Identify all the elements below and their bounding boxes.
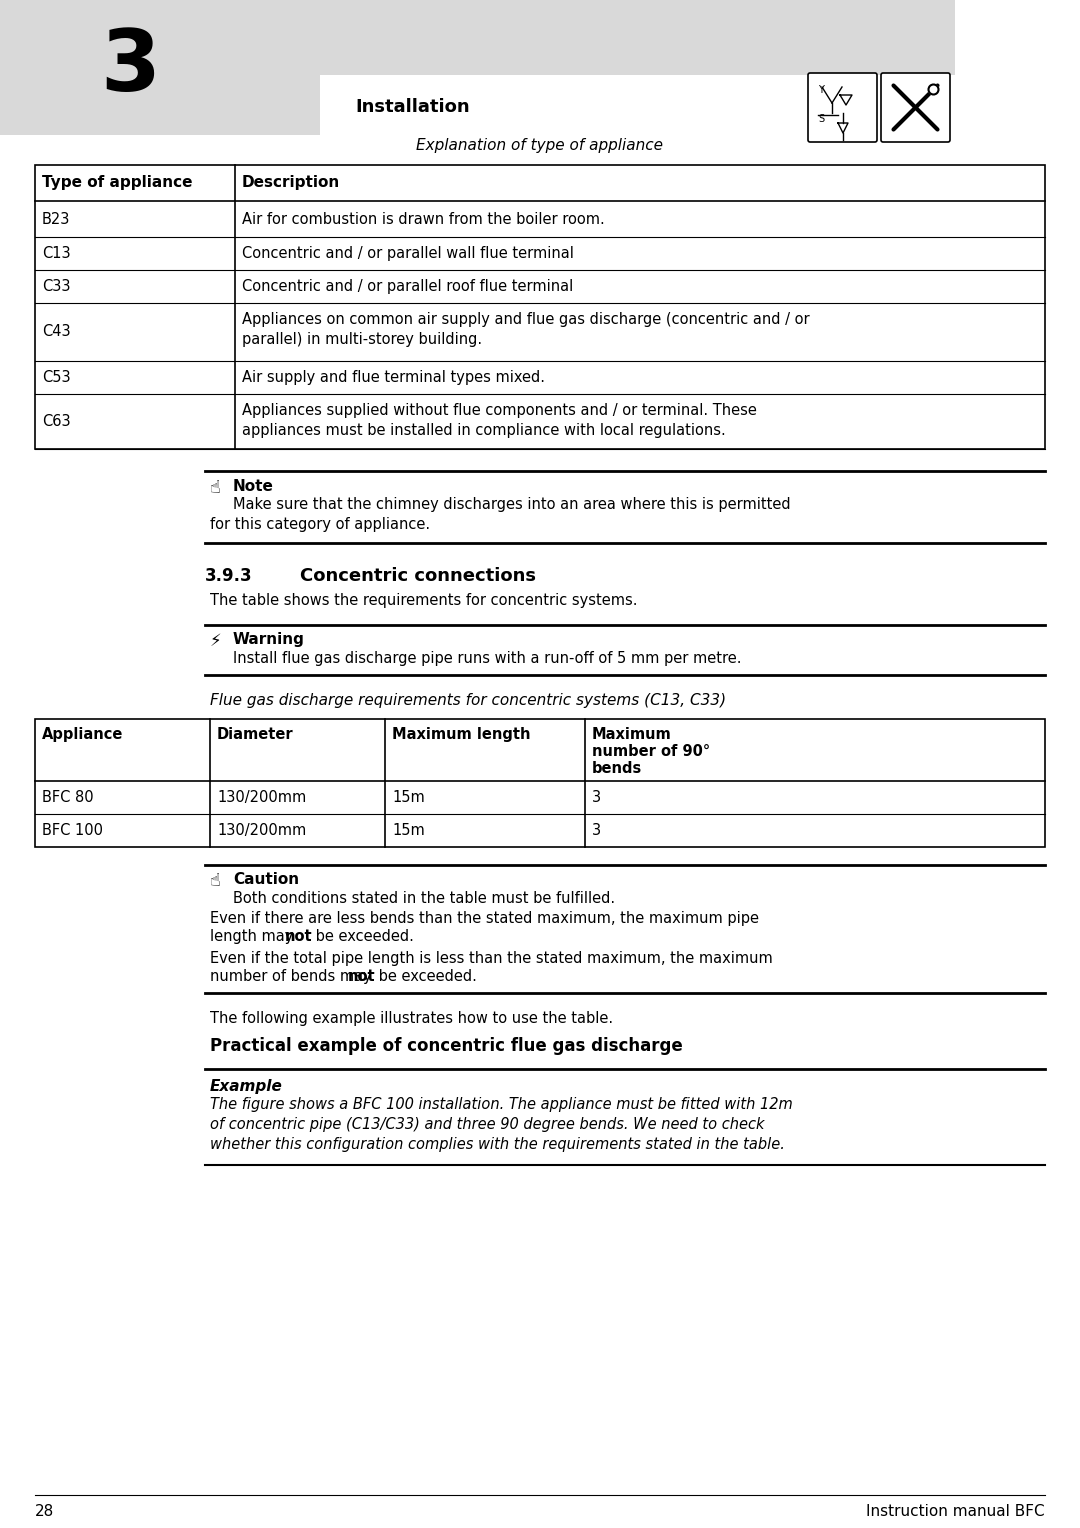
Text: BFC 100: BFC 100 xyxy=(42,824,103,837)
Text: 15m: 15m xyxy=(392,824,424,837)
Text: Note: Note xyxy=(233,478,274,494)
FancyBboxPatch shape xyxy=(320,0,955,75)
Text: Air for combustion is drawn from the boiler room.: Air for combustion is drawn from the boi… xyxy=(242,211,605,226)
Text: ☝: ☝ xyxy=(210,478,221,497)
Text: be exceeded.: be exceeded. xyxy=(374,969,477,984)
Circle shape xyxy=(929,84,939,95)
Text: Description: Description xyxy=(242,176,340,191)
FancyBboxPatch shape xyxy=(0,0,320,134)
Text: C43: C43 xyxy=(42,324,70,339)
Text: Practical example of concentric flue gas discharge: Practical example of concentric flue gas… xyxy=(210,1038,683,1054)
Text: The following example illustrates how to use the table.: The following example illustrates how to… xyxy=(210,1012,613,1025)
Text: Air supply and flue terminal types mixed.: Air supply and flue terminal types mixed… xyxy=(242,370,545,385)
Text: Concentric and / or parallel wall flue terminal: Concentric and / or parallel wall flue t… xyxy=(242,246,573,261)
Text: ☝: ☝ xyxy=(210,872,221,889)
Text: S: S xyxy=(818,115,824,124)
Text: Warning: Warning xyxy=(233,633,305,646)
Text: BFC 80: BFC 80 xyxy=(42,790,94,805)
Text: The figure shows a BFC 100 installation. The appliance must be fitted with 12m: The figure shows a BFC 100 installation.… xyxy=(210,1097,793,1112)
Text: be exceeded.: be exceeded. xyxy=(311,929,414,944)
Text: Caution: Caution xyxy=(233,872,299,886)
Text: Maximum: Maximum xyxy=(592,727,672,743)
Text: ⚡: ⚡ xyxy=(210,633,221,649)
Text: length may: length may xyxy=(210,929,298,944)
Text: 3.9.3: 3.9.3 xyxy=(205,567,253,585)
Text: Maximum length: Maximum length xyxy=(392,727,530,743)
Text: Diameter: Diameter xyxy=(217,727,294,743)
Text: Appliances supplied without flue components and / or terminal. These: Appliances supplied without flue compone… xyxy=(242,403,757,419)
Text: for this category of appliance.: for this category of appliance. xyxy=(210,516,430,532)
Text: 3: 3 xyxy=(592,790,602,805)
Text: Explanation of type of appliance: Explanation of type of appliance xyxy=(417,138,663,153)
Text: 3: 3 xyxy=(100,26,160,110)
Text: Y: Y xyxy=(818,86,824,95)
Text: Even if the total pipe length is less than the stated maximum, the maximum: Even if the total pipe length is less th… xyxy=(210,950,773,966)
Text: Make sure that the chimney discharges into an area where this is permitted: Make sure that the chimney discharges in… xyxy=(233,497,791,512)
Text: 130/200mm: 130/200mm xyxy=(217,824,307,837)
Text: Appliance: Appliance xyxy=(42,727,123,743)
Text: B23: B23 xyxy=(42,211,70,226)
Text: Install flue gas discharge pipe runs with a run-off of 5 mm per metre.: Install flue gas discharge pipe runs wit… xyxy=(233,651,742,666)
Text: Concentric and / or parallel roof flue terminal: Concentric and / or parallel roof flue t… xyxy=(242,280,573,293)
Text: not: not xyxy=(348,969,376,984)
Text: C53: C53 xyxy=(42,370,70,385)
Text: 28: 28 xyxy=(35,1504,54,1519)
FancyBboxPatch shape xyxy=(808,73,877,142)
Text: Both conditions stated in the table must be fulfilled.: Both conditions stated in the table must… xyxy=(233,891,616,906)
Text: Even if there are less bends than the stated maximum, the maximum pipe: Even if there are less bends than the st… xyxy=(210,911,759,926)
FancyBboxPatch shape xyxy=(881,73,950,142)
Text: Type of appliance: Type of appliance xyxy=(42,176,192,191)
Text: appliances must be installed in compliance with local regulations.: appliances must be installed in complian… xyxy=(242,423,726,439)
Text: Example: Example xyxy=(210,1079,283,1094)
Text: not: not xyxy=(285,929,312,944)
Text: The table shows the requirements for concentric systems.: The table shows the requirements for con… xyxy=(210,593,637,608)
Text: of concentric pipe (C13/C33) and three 90 degree bends. We need to check: of concentric pipe (C13/C33) and three 9… xyxy=(210,1117,765,1132)
Text: 3: 3 xyxy=(592,824,602,837)
Text: Appliances on common air supply and flue gas discharge (concentric and / or: Appliances on common air supply and flue… xyxy=(242,312,810,327)
Text: parallel) in multi-storey building.: parallel) in multi-storey building. xyxy=(242,332,482,347)
Text: Concentric connections: Concentric connections xyxy=(300,567,536,585)
FancyBboxPatch shape xyxy=(35,720,1045,847)
Text: number of bends may: number of bends may xyxy=(210,969,376,984)
Text: C33: C33 xyxy=(42,280,70,293)
Text: whether this configuration complies with the requirements stated in the table.: whether this configuration complies with… xyxy=(210,1137,785,1152)
Text: Instruction manual BFC: Instruction manual BFC xyxy=(866,1504,1045,1519)
FancyBboxPatch shape xyxy=(35,165,1045,449)
Text: C63: C63 xyxy=(42,414,70,429)
Text: 15m: 15m xyxy=(392,790,424,805)
Text: C13: C13 xyxy=(42,246,70,261)
Text: bends: bends xyxy=(592,761,643,776)
Text: Flue gas discharge requirements for concentric systems (C13, C33): Flue gas discharge requirements for conc… xyxy=(210,694,726,707)
Text: 130/200mm: 130/200mm xyxy=(217,790,307,805)
Text: Installation: Installation xyxy=(355,98,470,116)
Text: number of 90°: number of 90° xyxy=(592,744,711,759)
